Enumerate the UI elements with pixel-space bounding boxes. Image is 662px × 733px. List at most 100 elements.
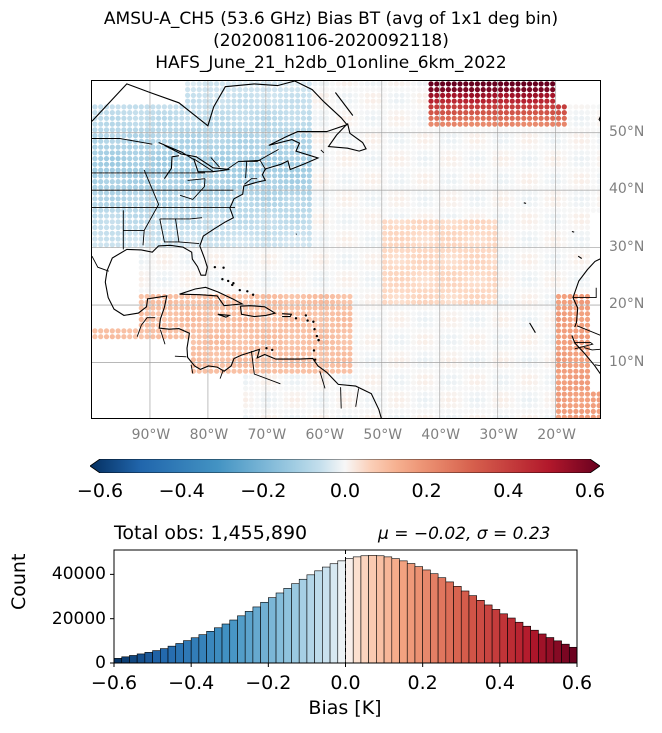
bias-bin [503,173,509,179]
bias-bin [486,213,492,219]
bias-bin [324,357,330,363]
bias-bin [138,133,144,139]
bias-bin [277,374,283,380]
bias-bin [573,397,579,403]
bias-bin [161,115,167,121]
bias-bin [416,173,422,179]
bias-bin [306,282,312,288]
bias-bin [324,167,330,173]
bias-bin [318,408,324,414]
bias-bin [387,385,394,391]
bias-bin [399,167,405,173]
bias-bin [98,161,104,167]
bias-bin [515,282,521,288]
colorbar-tick-label: 0.2 [411,480,442,502]
bias-bin [347,173,353,179]
bias-bin [428,362,434,368]
bias-bin [318,213,324,219]
bias-bin [300,92,307,98]
bias-bin [416,138,422,144]
bias-bin [416,305,422,311]
bias-bin [434,328,440,334]
bias-bin [138,242,144,248]
bias-bin [521,138,527,144]
bias-bin [422,133,428,139]
bias-bin [405,219,411,225]
bias-bin [98,242,104,248]
bias-bin [156,127,162,133]
bias-bin [289,213,295,219]
bias-bin [335,150,341,156]
bias-bin [474,345,480,351]
bias-bin [138,253,144,259]
histogram-frame [113,549,578,664]
bias-bin [208,219,214,225]
bias-bin [532,368,538,374]
bias-bin [567,403,573,409]
bias-bin [509,345,515,351]
bias-bin [555,230,562,236]
bias-bin [318,288,324,294]
bias-bin [364,316,370,322]
bias-bin [196,339,202,345]
bias-bin [498,380,504,386]
bias-bin [179,316,185,322]
bias-bin [272,362,278,368]
bias-bin [324,362,330,368]
bias-bin [451,247,457,254]
bias-bin [393,351,399,357]
bias-bin [422,362,428,368]
bias-bin [503,299,509,305]
bias-bin [393,282,399,288]
bias-bin [219,351,225,357]
bias-bin [498,293,504,300]
bias-bin [579,334,585,340]
bias-bin [300,334,307,340]
bias-bin [254,357,260,363]
bias-bin [306,104,312,110]
bias-bin [98,334,104,340]
bias-bin [150,173,156,179]
bias-bin [283,150,289,156]
bias-bin [573,150,579,156]
bias-bin [312,92,318,98]
bias-bin [225,150,231,156]
bias-bin [254,408,260,414]
bias-bin [457,242,463,248]
bias-bin [156,334,162,340]
bias-bin [190,121,196,127]
bias-bin [277,201,283,208]
bias-bin [474,110,480,116]
bias-bin [266,259,272,265]
bias-bin [370,104,376,110]
bias-bin [329,391,336,397]
bias-bin [324,121,330,127]
bias-bin [283,98,289,104]
bias-bin [532,288,538,294]
bias-bin [115,184,121,190]
bias-bin [144,104,150,110]
bias-bin [329,311,336,317]
bias-bin [364,305,370,311]
bias-bin [318,397,324,403]
bias-bin [538,219,544,225]
bias-bin [300,219,307,225]
bias-bin [358,196,365,202]
bias-bin [243,374,249,380]
bias-bin [277,167,283,173]
bias-bin [312,115,318,121]
bias-bin [498,403,504,409]
bias-bin [167,316,173,322]
bias-bin [127,144,133,150]
bias-bin [422,92,428,98]
histogram-bar [437,577,447,664]
bias-bin [550,293,556,300]
bias-bin [260,362,266,368]
bias-bin [532,92,538,98]
bias-bin [289,408,295,414]
bias-bin [225,161,231,167]
bias-bin [567,242,573,248]
bias-bin [324,322,330,328]
bias-bin [382,236,388,242]
bias-bin [399,328,405,334]
